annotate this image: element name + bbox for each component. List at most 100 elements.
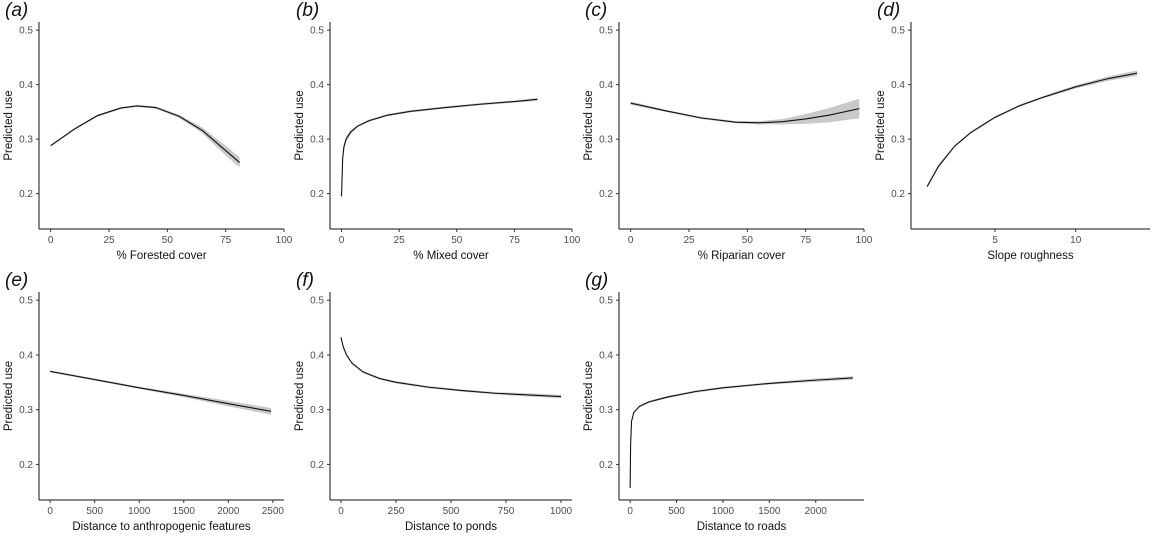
- predicted-use-line: [340, 98, 538, 197]
- y-tick-label: 0.4: [891, 80, 905, 91]
- x-axis-title: % Mixed cover: [413, 250, 489, 262]
- x-tick-label: 0: [627, 506, 633, 517]
- y-axis-title: Predicted use: [583, 361, 595, 431]
- x-tick-label: 0: [47, 506, 53, 517]
- x-tick-label: 0: [338, 506, 344, 517]
- y-tick-label: 0.3: [310, 405, 324, 416]
- y-tick-label: 0.3: [599, 135, 613, 146]
- y-tick-label: 0.2: [310, 189, 324, 200]
- confidence-band: [50, 104, 240, 168]
- x-axis-title: Slope roughness: [987, 250, 1074, 262]
- y-tick-label: 0.5: [599, 296, 613, 307]
- x-tick-label: 1000: [712, 506, 735, 517]
- y-tick-label: 0.3: [310, 135, 324, 146]
- confidence-band: [927, 70, 1138, 189]
- panel-letter: (d): [877, 0, 900, 21]
- y-tick-label: 0.5: [19, 296, 33, 307]
- y-tick-label: 0.2: [19, 460, 33, 471]
- x-tick-label: 250: [388, 506, 405, 517]
- y-tick-label: 0.4: [599, 80, 613, 91]
- x-tick-label: 2000: [217, 506, 240, 517]
- y-tick-label: 0.2: [891, 189, 905, 200]
- predicted-use-line: [629, 377, 853, 488]
- x-tick-label: 100: [564, 235, 581, 246]
- x-tick-label: 50: [742, 235, 754, 246]
- confidence-band: [341, 335, 561, 399]
- chart-panel: (a) 0.2 0.3 0.4 0.5 0 25 50 75 100 % Forested cove…: [3, 0, 293, 262]
- y-tick-label: 0.2: [599, 460, 613, 471]
- x-tick-label: 25: [103, 235, 115, 246]
- predicted-use-line: [340, 337, 562, 398]
- x-tick-label: 25: [394, 235, 406, 246]
- panel-letter: (e): [5, 270, 28, 291]
- x-tick-label: 1000: [550, 506, 573, 517]
- y-tick-label: 0.3: [599, 405, 613, 416]
- y-tick-label: 0.5: [310, 26, 324, 37]
- x-axis-title: Distance to ponds: [405, 521, 497, 533]
- x-tick-label: 5: [992, 235, 998, 246]
- y-axis-title: Predicted use: [875, 90, 887, 160]
- x-tick-label: 50: [451, 235, 463, 246]
- y-tick-label: 0.4: [310, 80, 324, 91]
- x-tick-label: 1000: [128, 506, 151, 517]
- predicted-use-line: [926, 72, 1138, 187]
- x-tick-label: 2500: [262, 506, 285, 517]
- x-tick-label: 75: [800, 235, 812, 246]
- y-tick-label: 0.4: [310, 350, 324, 361]
- panel-letter: (b): [296, 0, 319, 21]
- y-axis-title: Predicted use: [294, 90, 306, 160]
- x-tick-label: 500: [668, 506, 685, 517]
- y-tick-label: 0.4: [19, 350, 33, 361]
- confidence-band: [341, 97, 538, 205]
- x-tick-label: 0: [48, 235, 54, 246]
- x-tick-label: 500: [443, 506, 460, 517]
- predicted-use-line: [50, 105, 241, 163]
- x-tick-label: 100: [856, 235, 873, 246]
- x-tick-label: 500: [86, 506, 103, 517]
- y-tick-label: 0.4: [599, 350, 613, 361]
- predicted-use-line: [630, 102, 860, 124]
- panel-letter: (g): [585, 270, 608, 291]
- confidence-band: [630, 376, 853, 492]
- panel-letter: (f): [296, 270, 314, 291]
- x-axis-title: % Forested cover: [116, 250, 206, 262]
- chart-panel: (c) 0.2 0.3 0.4 0.5 0 25 50 75 100 % Riparian cove…: [583, 0, 873, 262]
- panel-letter: (c): [585, 0, 607, 21]
- y-tick-label: 0.3: [19, 135, 33, 146]
- y-tick-label: 0.2: [19, 189, 33, 200]
- x-tick-label: 1500: [173, 506, 196, 517]
- panel-letter: (a): [5, 0, 28, 21]
- x-tick-label: 750: [498, 506, 515, 517]
- y-tick-label: 0.4: [19, 80, 33, 91]
- y-tick-label: 0.3: [19, 405, 33, 416]
- y-tick-label: 0.5: [599, 26, 613, 37]
- y-axis-title: Predicted use: [3, 361, 15, 431]
- x-axis-title: % Riparian cover: [698, 250, 786, 262]
- x-tick-label: 25: [683, 235, 695, 246]
- y-axis-title: Predicted use: [583, 90, 595, 160]
- x-tick-label: 10: [1070, 235, 1082, 246]
- x-tick-label: 2000: [805, 506, 828, 517]
- predicted-use-line: [50, 370, 272, 412]
- chart-panel: (b) 0.2 0.3 0.4 0.5 0 25 50 75 100 % Mixed cover Pr…: [294, 0, 581, 262]
- chart-panel: (f) 0.2 0.3 0.4 0.5 0 250 500 750 1000 Distance to…: [294, 270, 573, 533]
- x-tick-label: 75: [509, 235, 521, 246]
- y-tick-label: 0.5: [310, 296, 324, 307]
- y-tick-label: 0.3: [891, 135, 905, 146]
- y-tick-label: 0.2: [599, 189, 613, 200]
- x-tick-label: 50: [162, 235, 174, 246]
- y-tick-label: 0.5: [891, 26, 905, 37]
- confidence-band: [630, 98, 860, 125]
- x-tick-label: 100: [276, 235, 293, 246]
- chart-panel: (g) 0.2 0.3 0.4 0.5 0 500 1000 1500 2000 Distance …: [583, 270, 864, 533]
- x-tick-label: 75: [220, 235, 232, 246]
- x-tick-label: 1500: [758, 506, 781, 517]
- y-tick-label: 0.2: [310, 460, 324, 471]
- x-axis-title: Distance to roads: [697, 521, 787, 533]
- chart-panel: (d) 0.2 0.3 0.4 0.5 5 10 Slope roughness Predict…: [875, 0, 1150, 262]
- x-tick-label: 0: [339, 235, 345, 246]
- y-axis-title: Predicted use: [294, 361, 306, 431]
- chart-panel: (e) 0.2 0.3 0.4 0.5 0 500 1000 1500 2000 2500 Dista…: [3, 270, 284, 533]
- y-axis-title: Predicted use: [3, 90, 15, 160]
